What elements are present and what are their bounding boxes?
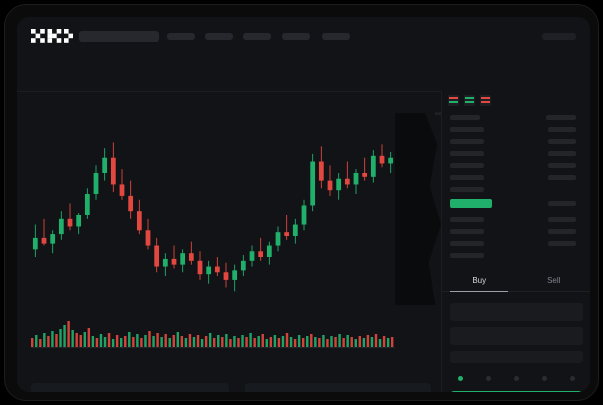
orderbook-row-qty	[548, 139, 576, 144]
orderbook-row[interactable]	[450, 217, 484, 222]
nav-item-1[interactable]	[167, 33, 195, 40]
orderbook-row-qty	[548, 201, 576, 206]
okx-logo[interactable]	[31, 29, 73, 44]
tab-divider	[442, 291, 590, 292]
orderbook-row-qty	[548, 229, 576, 234]
orderbook-row-qty	[548, 151, 576, 156]
carousel-dot-2[interactable]	[486, 376, 491, 381]
orderbook-row-qty	[548, 217, 576, 222]
orderbook-asks-icon[interactable]	[480, 95, 491, 106]
orderbook-panel: Buy Sell	[441, 91, 590, 392]
place-order-button[interactable]	[450, 391, 583, 392]
carousel-dot-1[interactable]	[458, 376, 463, 381]
orderbook-spread-highlight	[450, 199, 492, 208]
orderbook-row[interactable]	[450, 229, 484, 234]
orderbook-row[interactable]	[450, 151, 484, 156]
orderbook-header	[450, 115, 480, 120]
nav-item-4[interactable]	[282, 33, 310, 40]
orders-tab-bar	[17, 357, 435, 379]
volume-chart	[17, 313, 435, 357]
panel-shadow-overlay	[395, 113, 442, 305]
orderbook-row[interactable]	[450, 241, 484, 246]
orderbook-row-qty	[548, 127, 576, 132]
tab-buy[interactable]: Buy	[472, 276, 487, 285]
account-menu[interactable]	[542, 33, 576, 40]
order-amount-input[interactable]	[450, 327, 583, 345]
carousel-dot-5[interactable]	[570, 376, 575, 381]
orderbook-row[interactable]	[450, 187, 484, 192]
nav-item-5[interactable]	[322, 33, 350, 40]
market-info-bar: Spot Trading ⌄ ⌄	[17, 55, 590, 124]
app-screen: Spot Trading ⌄ ⌄	[17, 17, 590, 392]
nav-item-3[interactable]	[243, 33, 271, 40]
orderbook-row[interactable]	[450, 127, 484, 132]
orderbook-row[interactable]	[450, 253, 484, 258]
carousel-dots[interactable]	[450, 375, 583, 383]
active-tab-underline	[450, 291, 508, 292]
price-chart[interactable]	[17, 111, 435, 357]
carousel-dot-3[interactable]	[514, 376, 519, 381]
orderbook-row[interactable]	[450, 175, 484, 180]
buy-sell-tabs[interactable]: Buy Sell	[442, 271, 590, 293]
orderbook-row-qty	[548, 163, 576, 168]
orderbook-bids-icon[interactable]	[464, 95, 475, 106]
orderbook-header-qty	[546, 115, 576, 120]
top-navigation-bar	[17, 17, 590, 55]
order-row-card-2[interactable]	[245, 383, 431, 392]
orderbook-row-qty	[548, 241, 576, 246]
order-row-card-1[interactable]	[31, 383, 229, 392]
carousel-dot-4[interactable]	[542, 376, 547, 381]
tablet-bezel: Spot Trading ⌄ ⌄	[4, 4, 599, 401]
orderbook-row[interactable]	[450, 163, 484, 168]
tab-sell[interactable]: Sell	[547, 276, 561, 285]
order-total-input[interactable]	[450, 351, 583, 363]
orderbook-both-icon[interactable]	[448, 95, 459, 106]
orderbook-layout-toggle[interactable]	[448, 95, 491, 106]
nav-item-2[interactable]	[205, 33, 233, 40]
order-price-input[interactable]	[450, 303, 583, 321]
search-input[interactable]	[79, 31, 159, 42]
orderbook-row-qty	[548, 175, 576, 180]
orderbook-row[interactable]	[450, 139, 484, 144]
